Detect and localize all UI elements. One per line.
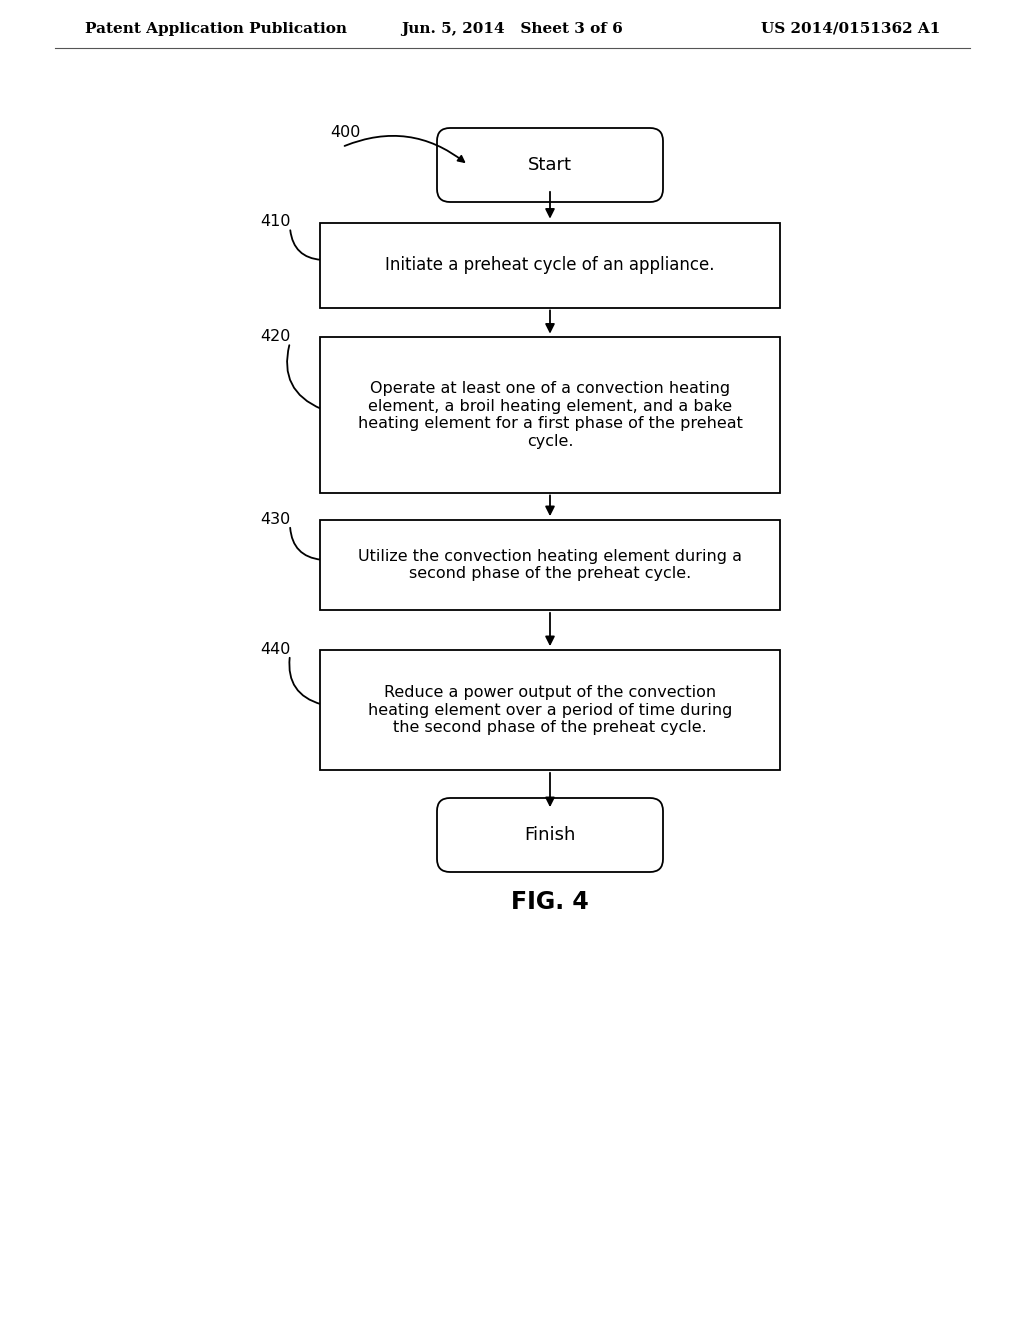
Text: FIG. 4: FIG. 4 xyxy=(511,890,589,913)
Text: Operate at least one of a convection heating
element, a broil heating element, a: Operate at least one of a convection hea… xyxy=(357,381,742,449)
FancyBboxPatch shape xyxy=(437,128,663,202)
Text: 420: 420 xyxy=(260,330,291,345)
Text: 440: 440 xyxy=(260,642,291,657)
Bar xyxy=(319,520,780,610)
Text: Initiate a preheat cycle of an appliance.: Initiate a preheat cycle of an appliance… xyxy=(385,256,715,275)
Text: 430: 430 xyxy=(260,512,290,527)
Text: Jun. 5, 2014   Sheet 3 of 6: Jun. 5, 2014 Sheet 3 of 6 xyxy=(401,22,623,36)
Text: Start: Start xyxy=(528,156,572,174)
Bar xyxy=(319,338,780,492)
Text: Reduce a power output of the convection
heating element over a period of time du: Reduce a power output of the convection … xyxy=(368,685,732,735)
Text: Utilize the convection heating element during a
second phase of the preheat cycl: Utilize the convection heating element d… xyxy=(358,549,742,581)
Text: Finish: Finish xyxy=(524,826,575,843)
Text: US 2014/0151362 A1: US 2014/0151362 A1 xyxy=(761,22,940,36)
Text: 410: 410 xyxy=(260,214,291,230)
Text: Patent Application Publication: Patent Application Publication xyxy=(85,22,347,36)
Text: 400: 400 xyxy=(330,125,360,140)
Bar xyxy=(319,649,780,770)
Bar xyxy=(319,223,780,308)
FancyBboxPatch shape xyxy=(437,799,663,873)
